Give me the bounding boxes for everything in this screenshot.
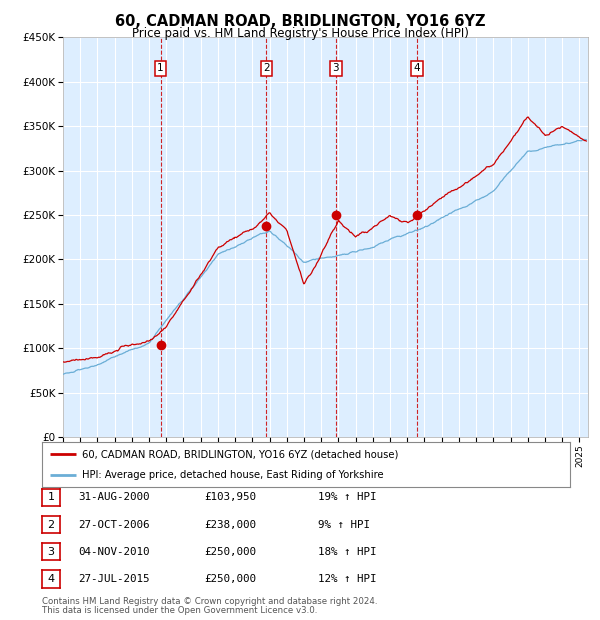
Text: HPI: Average price, detached house, East Riding of Yorkshire: HPI: Average price, detached house, East… [82,469,383,480]
Text: 04-NOV-2010: 04-NOV-2010 [78,547,149,557]
Text: 60, CADMAN ROAD, BRIDLINGTON, YO16 6YZ (detached house): 60, CADMAN ROAD, BRIDLINGTON, YO16 6YZ (… [82,449,398,459]
Text: 2: 2 [263,63,270,73]
Text: 31-AUG-2000: 31-AUG-2000 [78,492,149,502]
Text: 27-OCT-2006: 27-OCT-2006 [78,520,149,529]
Text: 9% ↑ HPI: 9% ↑ HPI [318,520,370,529]
Text: Contains HM Land Registry data © Crown copyright and database right 2024.: Contains HM Land Registry data © Crown c… [42,597,377,606]
Text: 27-JUL-2015: 27-JUL-2015 [78,574,149,584]
Text: 1: 1 [47,492,55,502]
Text: This data is licensed under the Open Government Licence v3.0.: This data is licensed under the Open Gov… [42,606,317,615]
Text: £250,000: £250,000 [204,574,256,584]
Text: 2: 2 [47,520,55,529]
Text: 12% ↑ HPI: 12% ↑ HPI [318,574,377,584]
Text: 4: 4 [47,574,55,584]
Text: £238,000: £238,000 [204,520,256,529]
Text: Price paid vs. HM Land Registry's House Price Index (HPI): Price paid vs. HM Land Registry's House … [131,27,469,40]
Text: £250,000: £250,000 [204,547,256,557]
Text: 3: 3 [332,63,339,73]
Text: 60, CADMAN ROAD, BRIDLINGTON, YO16 6YZ: 60, CADMAN ROAD, BRIDLINGTON, YO16 6YZ [115,14,485,29]
Text: 4: 4 [414,63,421,73]
Text: £103,950: £103,950 [204,492,256,502]
Text: 18% ↑ HPI: 18% ↑ HPI [318,547,377,557]
Text: 3: 3 [47,547,55,557]
Text: 19% ↑ HPI: 19% ↑ HPI [318,492,377,502]
Text: 1: 1 [157,63,164,73]
